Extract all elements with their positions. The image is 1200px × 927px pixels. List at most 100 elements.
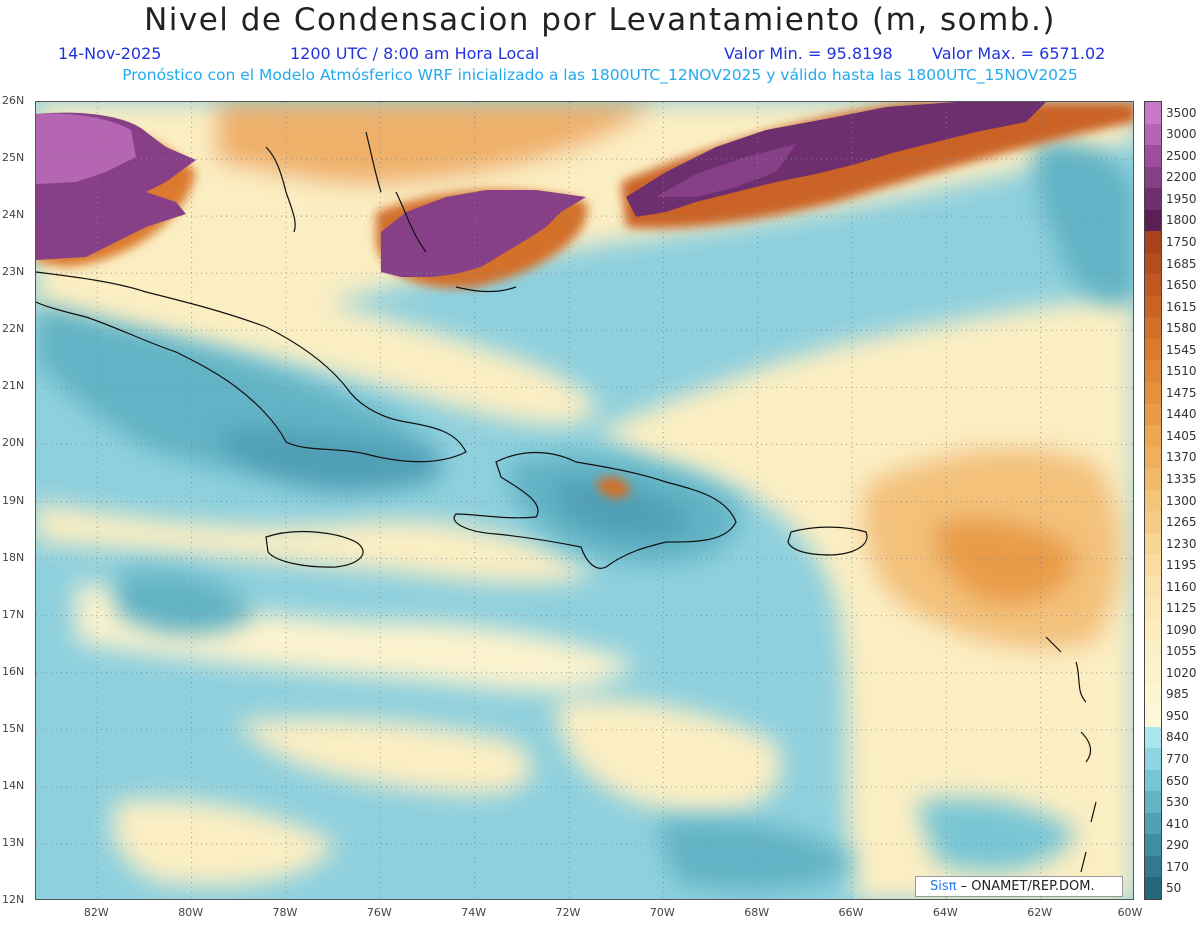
value-max: Valor Max. = 6571.02 — [932, 44, 1106, 63]
lat-label: 20N — [2, 436, 25, 450]
lon-label: 66W — [838, 906, 864, 919]
colorbar-label: 1020 — [1166, 665, 1197, 680]
lat-label: 15N — [2, 721, 25, 735]
lat-label: 22N — [2, 322, 25, 336]
colorbar-label: 170 — [1166, 859, 1189, 874]
colorbar-cell — [1145, 640, 1161, 663]
coastlines — [36, 131, 1097, 873]
lat-label: 12N — [2, 893, 25, 906]
colorbar-cell — [1145, 575, 1161, 598]
colorbar-label: 950 — [1166, 708, 1189, 723]
lon-label: 70W — [649, 906, 675, 919]
colorbar-cell — [1145, 489, 1161, 512]
lat-label: 24N — [2, 208, 25, 222]
colorbar-cell — [1145, 683, 1161, 706]
lon-label: 72W — [555, 906, 581, 919]
lesser-antilles-coast — [1045, 636, 1097, 873]
lat-label: 23N — [2, 265, 25, 279]
colorbar-cell — [1145, 317, 1161, 340]
colorbar-cell — [1145, 769, 1161, 792]
lat-label: 13N — [2, 835, 25, 849]
lat-label: 25N — [2, 151, 25, 165]
hispaniola-coast — [453, 452, 737, 569]
colorbar-cell — [1145, 834, 1161, 857]
colorbar-cell — [1145, 166, 1161, 189]
colorbar-label: 1405 — [1166, 428, 1197, 443]
colorbar-cell — [1145, 403, 1161, 426]
colorbar-label: 1440 — [1166, 407, 1197, 422]
colorbar-label: 290 — [1166, 838, 1189, 853]
lon-label: 64W — [932, 906, 958, 919]
colorbar-cell — [1145, 295, 1161, 318]
colorbar-label: 650 — [1166, 773, 1189, 788]
colorbar-label: 1580 — [1166, 321, 1197, 336]
colorbar-label: 1800 — [1166, 213, 1197, 228]
value-min: Valor Min. = 95.8198 — [724, 44, 893, 63]
colorbar-label: 1125 — [1166, 601, 1197, 616]
lon-label: 76W — [366, 906, 392, 919]
colorbar-cell — [1145, 812, 1161, 835]
colorbar-label: 1475 — [1166, 385, 1197, 400]
lat-label: 19N — [2, 493, 25, 507]
cuba-coast — [36, 271, 467, 463]
colorbar-cell — [1145, 231, 1161, 254]
colorbar-cell — [1145, 446, 1161, 469]
field-cool — [36, 141, 1133, 891]
colorbar-label: 1090 — [1166, 622, 1197, 637]
colorbar-cell — [1145, 662, 1161, 685]
colorbar-cell — [1145, 511, 1161, 534]
colorbar-cell — [1145, 554, 1161, 577]
lon-label: 78W — [272, 906, 298, 919]
lat-label: 26N — [2, 94, 25, 107]
colorbar-cell — [1145, 618, 1161, 641]
lon-label: 74W — [461, 906, 487, 919]
colorbar-label: 1370 — [1166, 450, 1197, 465]
colorbar-label: 985 — [1166, 687, 1189, 702]
lon-label: 62W — [1027, 906, 1053, 919]
lat-label: 14N — [2, 778, 25, 792]
colorbar-label: 1195 — [1166, 558, 1197, 573]
colorbar-cell — [1145, 532, 1161, 555]
colorbar-label: 1615 — [1166, 299, 1197, 314]
colorbar-label: 2200 — [1166, 170, 1197, 185]
colorbar-label: 1335 — [1166, 471, 1197, 486]
colorbar-cell — [1145, 274, 1161, 297]
colorbar-label: 1510 — [1166, 364, 1197, 379]
colorbar-label: 530 — [1166, 795, 1189, 810]
forecast-time: 1200 UTC / 8:00 am Hora Local — [290, 44, 540, 63]
colorbar-cell — [1145, 145, 1161, 168]
colorbar-label: 1545 — [1166, 342, 1197, 357]
colorbar-label: 2500 — [1166, 148, 1197, 163]
lat-label: 16N — [2, 664, 25, 678]
colorbar-label: 1055 — [1166, 644, 1197, 659]
colorbar-cell — [1145, 748, 1161, 771]
colorbar-cell — [1145, 102, 1161, 125]
credit-org: – ONAMET/REP.DOM. — [960, 879, 1095, 894]
colorbar-label: 1650 — [1166, 278, 1197, 293]
colorbar-cell — [1145, 726, 1161, 749]
colorbar-label: 1265 — [1166, 515, 1197, 530]
lon-label: 68W — [744, 906, 770, 919]
lat-label: 18N — [2, 550, 25, 564]
colorbar-cell — [1145, 360, 1161, 383]
colorbar-label: 410 — [1166, 816, 1189, 831]
colorbar-cell — [1145, 468, 1161, 491]
lon-label: 80W — [178, 906, 204, 919]
model-info: Pronóstico con el Modelo Atmósferico WRF… — [122, 66, 1078, 84]
colorbar-cell — [1145, 877, 1161, 900]
colorbar-label: 3000 — [1166, 127, 1197, 142]
jamaica-coast — [265, 530, 364, 568]
colorbar-cell — [1145, 791, 1161, 814]
credit-box: Sisπ – ONAMET/REP.DOM. — [915, 876, 1123, 897]
forecast-date: 14-Nov-2025 — [58, 44, 162, 63]
map-area[interactable] — [35, 101, 1134, 900]
map-title: Nivel de Condensacion por Levantamiento … — [144, 2, 1056, 38]
colorbar-cell — [1145, 705, 1161, 728]
lon-label: 82W — [83, 906, 109, 919]
puerto-rico-coast — [787, 526, 868, 556]
lat-label: 17N — [2, 607, 25, 621]
colorbar-label: 1300 — [1166, 493, 1197, 508]
colorbar-label: 1750 — [1166, 235, 1197, 249]
colorbar-label: 1230 — [1166, 536, 1197, 551]
colorbar-label: 840 — [1166, 730, 1189, 745]
